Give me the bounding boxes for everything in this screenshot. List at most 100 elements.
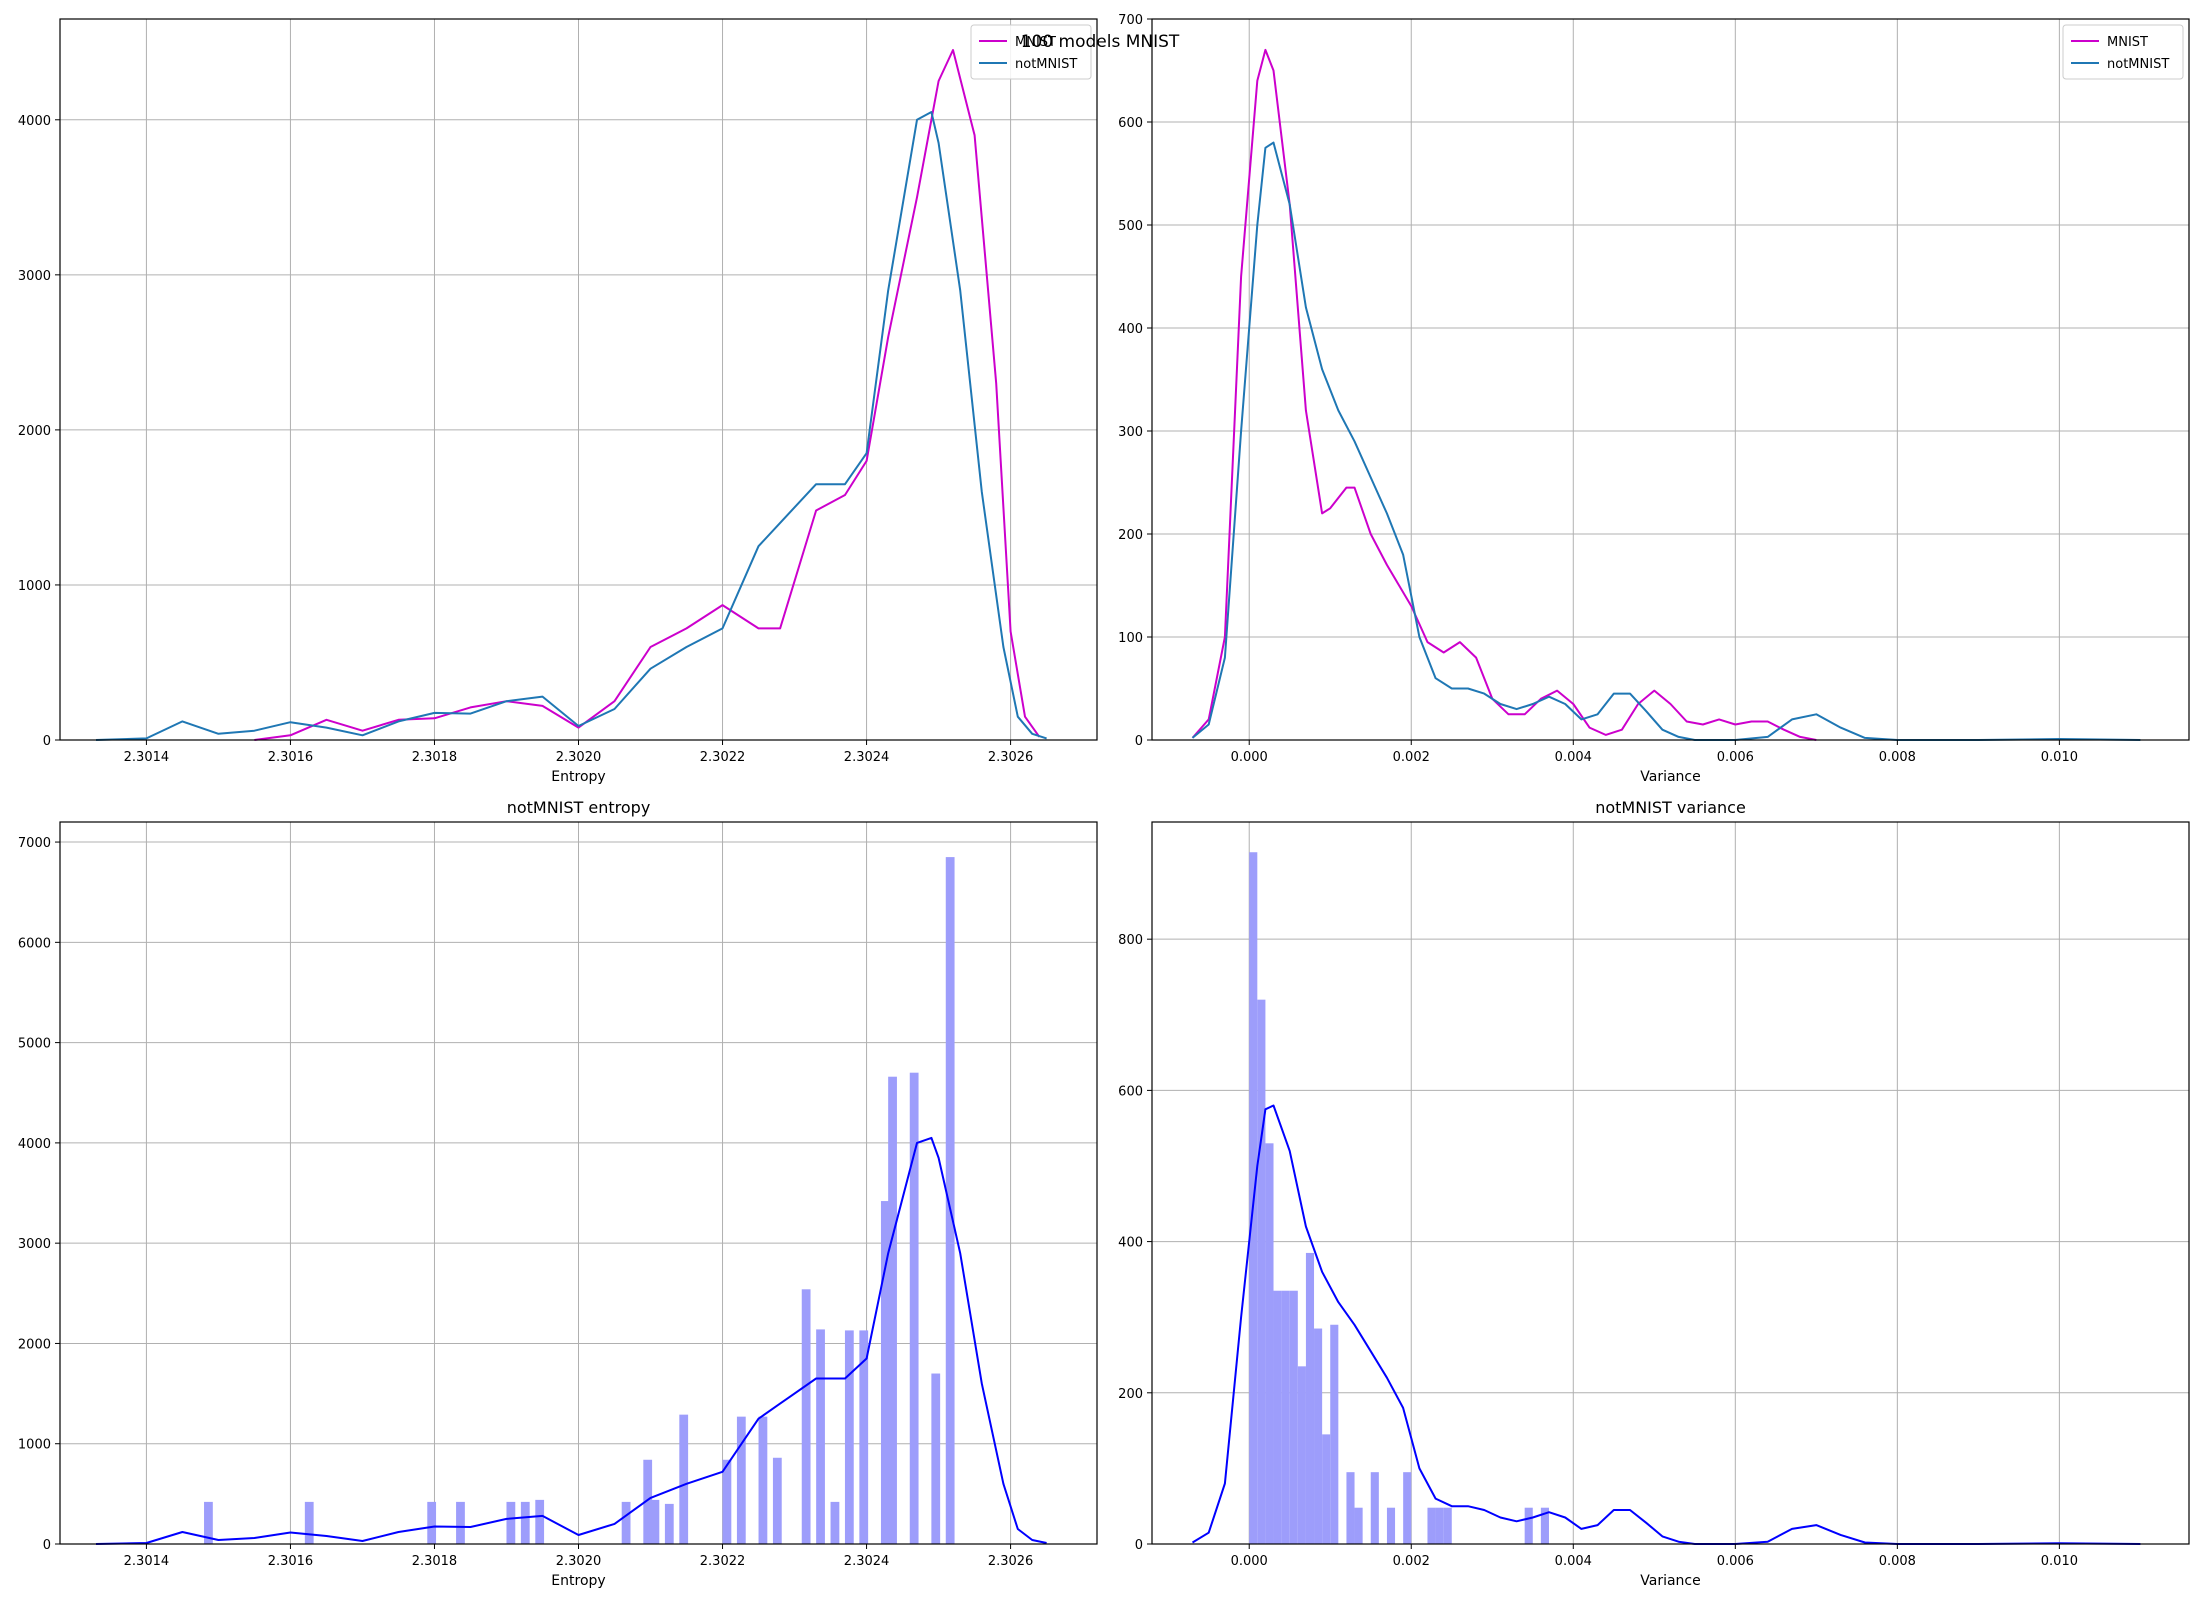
axes-frame (1151, 821, 2190, 1545)
histogram-bar (722, 1459, 732, 1544)
chart-panel-notmnist_entropy: 2.3014 2.3016 2.3018 2.3020 2.3022 2.3024 2.30… (18, 798, 1098, 1589)
x-tick-label: 2.3020 (556, 750, 602, 765)
histogram-bar (1322, 1434, 1331, 1544)
y-tick-label: 3000 (18, 269, 51, 284)
series-line-kde (95, 1136, 1047, 1545)
histogram-bar (1273, 1290, 1282, 1544)
histogram-bar (1524, 1507, 1533, 1544)
histogram-bar (1443, 1507, 1452, 1544)
y-tick-label: 0 (1135, 734, 1143, 749)
histogram-bar (1540, 1507, 1549, 1544)
histogram-bar (844, 1330, 854, 1544)
legend-box (970, 24, 1092, 80)
y-tick-label: 3000 (18, 1237, 51, 1252)
x-axis-label: Variance (1640, 769, 1700, 785)
histogram-bar (772, 1457, 782, 1544)
x-tick-label: 0.008 (1879, 1554, 1916, 1569)
histogram-bar (945, 857, 955, 1544)
histogram-bar (1289, 1290, 1298, 1544)
y-tick-label: 0 (1135, 1538, 1143, 1553)
x-tick-label: 0.002 (1393, 1554, 1430, 1569)
y-tick-label: 2000 (18, 1337, 51, 1352)
histogram-bar (880, 1201, 890, 1544)
chart-panel-entropy_kde: 2.3014 2.3016 2.3018 2.3020 2.3022 2.3024 2.30… (18, 18, 1098, 785)
x-tick-label: 2.3024 (844, 1554, 890, 1569)
histogram-bar (1314, 1328, 1323, 1544)
histogram-bar (650, 1499, 660, 1544)
series-line-notmnist (1191, 141, 2141, 741)
y-tick-label: 400 (1118, 322, 1143, 337)
histogram-bar (535, 1499, 545, 1544)
y-tick-label: 1000 (18, 1438, 51, 1453)
series-line-mnist (254, 49, 1041, 741)
histogram-bar (909, 1072, 919, 1544)
histogram-bar (931, 1373, 941, 1544)
y-tick-label: 100 (1118, 631, 1143, 646)
x-tick-label: 2.3018 (412, 750, 458, 765)
x-tick-label: 0.010 (2041, 1554, 2078, 1569)
histogram-bar (520, 1501, 530, 1544)
x-axis-label: Entropy (551, 769, 605, 785)
histogram-bar (859, 1330, 869, 1544)
histogram-bar (1265, 1143, 1274, 1544)
histogram-bar (1354, 1507, 1363, 1544)
axes-frame (1151, 18, 2190, 741)
chart-title: notMNIST variance (1595, 798, 1746, 817)
histogram-bar (664, 1503, 674, 1544)
histogram-bar (204, 1501, 213, 1544)
x-tick-label: 0.010 (2041, 750, 2078, 765)
chart-title: notMNIST entropy (507, 798, 651, 817)
histogram-bar (1257, 999, 1266, 1544)
histogram-bar (506, 1501, 516, 1544)
y-tick-label: 500 (1118, 219, 1143, 234)
histogram-bar (1330, 1324, 1339, 1544)
legend: MNIST notMNIST (970, 24, 1092, 80)
x-tick-label: 2.3022 (700, 1554, 746, 1569)
histogram-bar (1435, 1507, 1444, 1544)
x-tick-label: 2.3018 (412, 1554, 458, 1569)
histogram-bar (427, 1501, 437, 1544)
x-tick-label: 2.3022 (700, 750, 746, 765)
legend-box (2062, 24, 2184, 80)
y-tick-label: 300 (1118, 425, 1143, 440)
y-tick-label: 600 (1118, 1084, 1143, 1099)
histogram-bar (456, 1501, 465, 1544)
x-tick-label: 0.000 (1231, 1554, 1268, 1569)
histogram-bar (1281, 1290, 1290, 1544)
x-tick-label: 0.002 (1393, 750, 1430, 765)
x-tick-label: 0.004 (1555, 750, 1592, 765)
x-tick-label: 0.004 (1555, 1554, 1592, 1569)
x-axis-label: Entropy (551, 1573, 605, 1589)
y-tick-label: 5000 (18, 1037, 51, 1052)
histogram-bar (758, 1416, 768, 1544)
y-tick-label: 600 (1118, 116, 1143, 131)
y-tick-label: 0 (43, 1538, 51, 1553)
x-tick-label: 2.3014 (124, 750, 170, 765)
histogram-bar (679, 1414, 689, 1544)
panels: 2.3014 2.3016 2.3018 2.3020 2.3022 2.3024 2.30… (18, 13, 2190, 1589)
x-tick-label: 2.3026 (988, 750, 1034, 765)
x-tick-label: 0.000 (1231, 750, 1268, 765)
histogram-bar (1305, 1252, 1315, 1544)
chart-panel-notmnist_variance: 0.000 0.002 0.004 0.006 0.008 0.010 0 200 400 600… (1118, 798, 2190, 1589)
histogram-bar (643, 1459, 653, 1544)
histogram-bar (736, 1416, 746, 1544)
histogram-bar (816, 1329, 825, 1544)
x-tick-label: 2.3026 (988, 1554, 1034, 1569)
histogram-bar (1403, 1472, 1412, 1544)
y-tick-label: 0 (43, 734, 51, 749)
legend-label: notMNIST (2107, 57, 2169, 72)
y-tick-label: 4000 (18, 1137, 51, 1152)
y-tick-label: 400 (1118, 1236, 1143, 1251)
histogram-bar (1427, 1507, 1436, 1544)
histogram-bar (621, 1501, 631, 1544)
y-tick-label: 1000 (18, 579, 51, 594)
legend-label: MNIST (1015, 35, 1056, 50)
y-tick-label: 700 (1118, 13, 1143, 28)
legend: MNIST notMNIST (2062, 24, 2184, 80)
x-tick-label: 0.006 (1717, 1554, 1754, 1569)
chart-panel-variance_kde: 0.000 0.002 0.004 0.006 0.008 0.010 0 100 200 300… (1118, 13, 2190, 785)
series-line-kde (1191, 1104, 2141, 1545)
histogram-bar (801, 1289, 811, 1544)
